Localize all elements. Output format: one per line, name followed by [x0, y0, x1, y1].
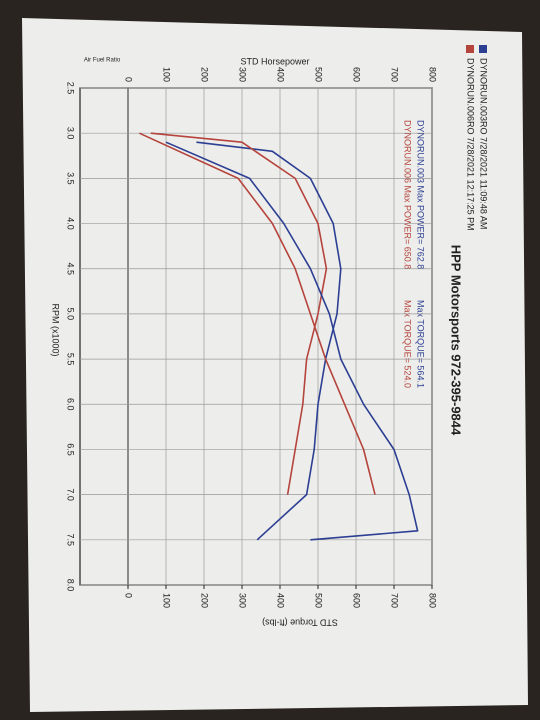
- x-tick-label: 3.5: [66, 172, 76, 185]
- subplot-label: Air Fuel Ratio: [84, 58, 121, 64]
- y-tick-label: 500: [314, 67, 324, 82]
- x-tick-label: 5.0: [66, 308, 76, 321]
- y2-tick-label: 600: [352, 593, 362, 608]
- y2-tick-label: 200: [200, 593, 210, 608]
- x-tick-label: 5.5: [66, 353, 76, 366]
- x-tick-label: 4.5: [66, 262, 76, 275]
- legend-swatch: [479, 45, 487, 53]
- y-tick-label: 300: [238, 67, 248, 82]
- series-line: [139, 132, 376, 495]
- chart-title: HPP Motorsports 972-395-9844: [449, 245, 464, 436]
- annotation: Max TORQUE= 524.0: [403, 300, 413, 388]
- y2-tick-label: 700: [390, 593, 400, 608]
- x-tick-label: 6.5: [66, 443, 76, 456]
- series-line: [196, 141, 342, 541]
- y-tick-label: 0: [124, 77, 134, 82]
- x-tick-label: 7.0: [66, 488, 76, 501]
- y2-tick-label: 400: [276, 593, 286, 608]
- y2-tick-label: 800: [428, 593, 438, 608]
- legend-entry: DYNORUN.003RO 7/28/2021 11:09:48 AM: [479, 58, 489, 229]
- legend-entry: DYNORUN.006RO 7/28/2021 12:17:25 PM: [466, 58, 476, 231]
- series-line: [165, 141, 419, 541]
- paper: [22, 18, 528, 712]
- y-axis-title: STD Horsepower: [240, 56, 309, 66]
- x-axis-title: RPM (x1000): [51, 303, 61, 356]
- series-line: [150, 132, 328, 495]
- y2-tick-label: 500: [314, 593, 324, 608]
- annotation: DYNORUN.003 Max POWER= 762.8: [416, 120, 426, 269]
- y-tick-label: 600: [352, 67, 362, 82]
- y-tick-label: 800: [428, 67, 438, 82]
- y-tick-label: 400: [276, 67, 286, 82]
- chart: HPP Motorsports 972-395-9844 DYNORUN.003…: [51, 45, 489, 628]
- y-tick-label: 700: [390, 67, 400, 82]
- y2-tick-label: 0: [124, 593, 134, 598]
- x-tick-label: 4.0: [66, 217, 76, 230]
- y2-tick-label: 300: [238, 593, 248, 608]
- y-tick-label: 200: [200, 67, 210, 82]
- x-tick-label: 2.5: [66, 82, 76, 95]
- x-tick-label: 8.0: [66, 579, 76, 592]
- legend-swatch: [466, 45, 474, 53]
- annotation: Max TORQUE= 564.1: [416, 300, 426, 388]
- x-tick-label: 7.5: [66, 534, 76, 547]
- x-tick-label: 3.0: [66, 127, 76, 140]
- y-tick-label: 100: [162, 67, 172, 82]
- y2-axis-title: STD Torque (ft-lbs): [262, 618, 338, 628]
- annotation: DYNORUN.006 Max POWER= 650.8: [403, 120, 413, 269]
- y2-tick-label: 100: [162, 593, 172, 608]
- x-tick-label: 6.0: [66, 398, 76, 411]
